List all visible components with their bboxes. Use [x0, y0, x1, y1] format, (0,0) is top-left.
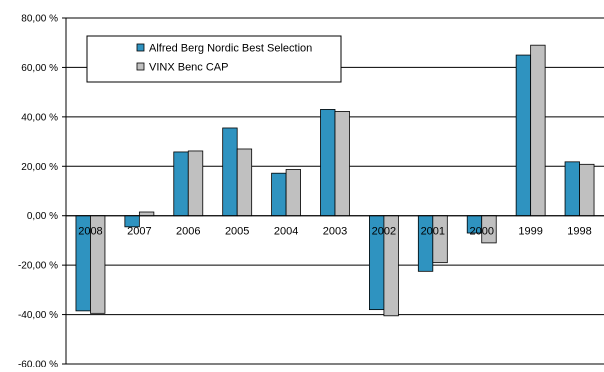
y-tick-label: 20,00 %: [21, 162, 58, 173]
x-tick-label: 2000: [469, 226, 493, 238]
axes: [62, 17, 604, 365]
bar-benchmark-2006: [187, 150, 204, 217]
legend-label-fund: Alfred Berg Nordic Best Selection: [149, 43, 312, 55]
bar-fund-1999: [515, 54, 532, 217]
x-tick-label: 2003: [323, 226, 347, 238]
x-tick-label: 2004: [274, 226, 298, 238]
bar-benchmark-2005: [236, 148, 253, 217]
legend: Alfred Berg Nordic Best Selection VINX Be…: [86, 35, 342, 83]
bar-fund-2003: [320, 109, 336, 217]
x-tick-label: 2007: [127, 226, 151, 238]
bar-fund-2006: [173, 151, 189, 217]
y-tick-label: -60,00 %: [18, 360, 58, 368]
bar-fund-2001: [417, 215, 434, 272]
bar-benchmark-2004: [285, 169, 301, 217]
legend-swatch-fund: [136, 43, 145, 52]
bar-benchmark-1999: [530, 44, 546, 217]
y-tick-label: 80,00 %: [21, 14, 58, 25]
bar-benchmark-2003: [334, 111, 350, 217]
x-tick-label: 2006: [176, 226, 200, 238]
x-tick-label: 2001: [421, 226, 445, 238]
legend-label-benchmark: VINX Benc CAP: [149, 62, 228, 74]
x-tick-label: 2002: [372, 226, 396, 238]
x-tick-label: 1998: [567, 226, 591, 238]
bar-benchmark-2007: [138, 211, 155, 217]
legend-swatch-benchmark: [136, 62, 145, 71]
x-axis-tick-labels: 2008 2007 2006 2005 2004 2003 2002 2001 2000 1999…: [78, 226, 592, 238]
x-tick-label: 2005: [225, 226, 249, 238]
bar-benchmark-2001: [432, 215, 448, 264]
bar-fund-2004: [271, 172, 287, 217]
y-axis-tick-labels: 80,00 % 60,00 % 40,00 % 20,00 % 0,00 % -20,00…: [18, 14, 58, 371]
y-tick-label: 0,00 %: [27, 211, 58, 222]
bar-fund-2005: [222, 127, 238, 217]
bars: [75, 44, 595, 317]
y-tick-label: -20,00 %: [18, 261, 58, 272]
y-tick-label: 60,00 %: [21, 63, 58, 74]
x-tick-label: 2008: [78, 226, 102, 238]
y-tick-label: 40,00 %: [21, 112, 58, 123]
legend-box: [86, 35, 342, 83]
bar-benchmark-1998: [579, 163, 595, 217]
x-tick-label: 1999: [518, 226, 542, 238]
y-tick-label: -40,00 %: [18, 310, 58, 321]
bar-fund-1998: [564, 161, 580, 217]
